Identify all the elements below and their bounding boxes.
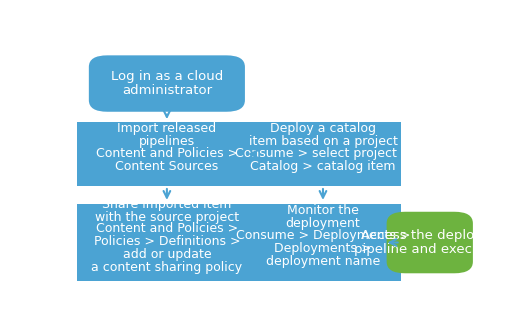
Text: Catalog > catalog item: Catalog > catalog item	[250, 160, 396, 173]
Text: Share imported item: Share imported item	[102, 198, 232, 211]
Text: with the source project: with the source project	[95, 211, 239, 224]
Text: Access the deployed: Access the deployed	[361, 229, 499, 242]
FancyBboxPatch shape	[76, 204, 257, 281]
Text: Log in as a cloud: Log in as a cloud	[111, 70, 223, 83]
Text: deployment: deployment	[286, 217, 360, 230]
FancyBboxPatch shape	[245, 122, 401, 186]
Text: item based on a project: item based on a project	[249, 135, 398, 148]
FancyBboxPatch shape	[245, 204, 401, 281]
Text: Content and Policies >: Content and Policies >	[96, 147, 238, 160]
Text: Content Sources: Content Sources	[115, 160, 218, 173]
Text: Content and Policies >: Content and Policies >	[96, 222, 238, 235]
FancyBboxPatch shape	[387, 212, 473, 273]
Text: deployment name: deployment name	[266, 255, 380, 268]
Text: Monitor the: Monitor the	[287, 204, 359, 217]
Text: Import released: Import released	[117, 122, 216, 135]
Text: administrator: administrator	[122, 84, 212, 97]
Text: add or update: add or update	[122, 248, 211, 261]
Text: Consume > select project >: Consume > select project >	[235, 147, 411, 160]
Text: Deployments >: Deployments >	[275, 242, 372, 255]
FancyBboxPatch shape	[76, 122, 257, 186]
Text: pipelines: pipelines	[139, 135, 195, 148]
FancyBboxPatch shape	[89, 55, 245, 112]
Text: pipeline and execution: pipeline and execution	[354, 243, 506, 256]
Text: Deploy a catalog: Deploy a catalog	[270, 122, 376, 135]
Text: a content sharing policy: a content sharing policy	[91, 261, 242, 274]
Text: Consume > Deployments >: Consume > Deployments >	[236, 229, 410, 242]
Text: Policies > Definitions >: Policies > Definitions >	[94, 235, 240, 248]
